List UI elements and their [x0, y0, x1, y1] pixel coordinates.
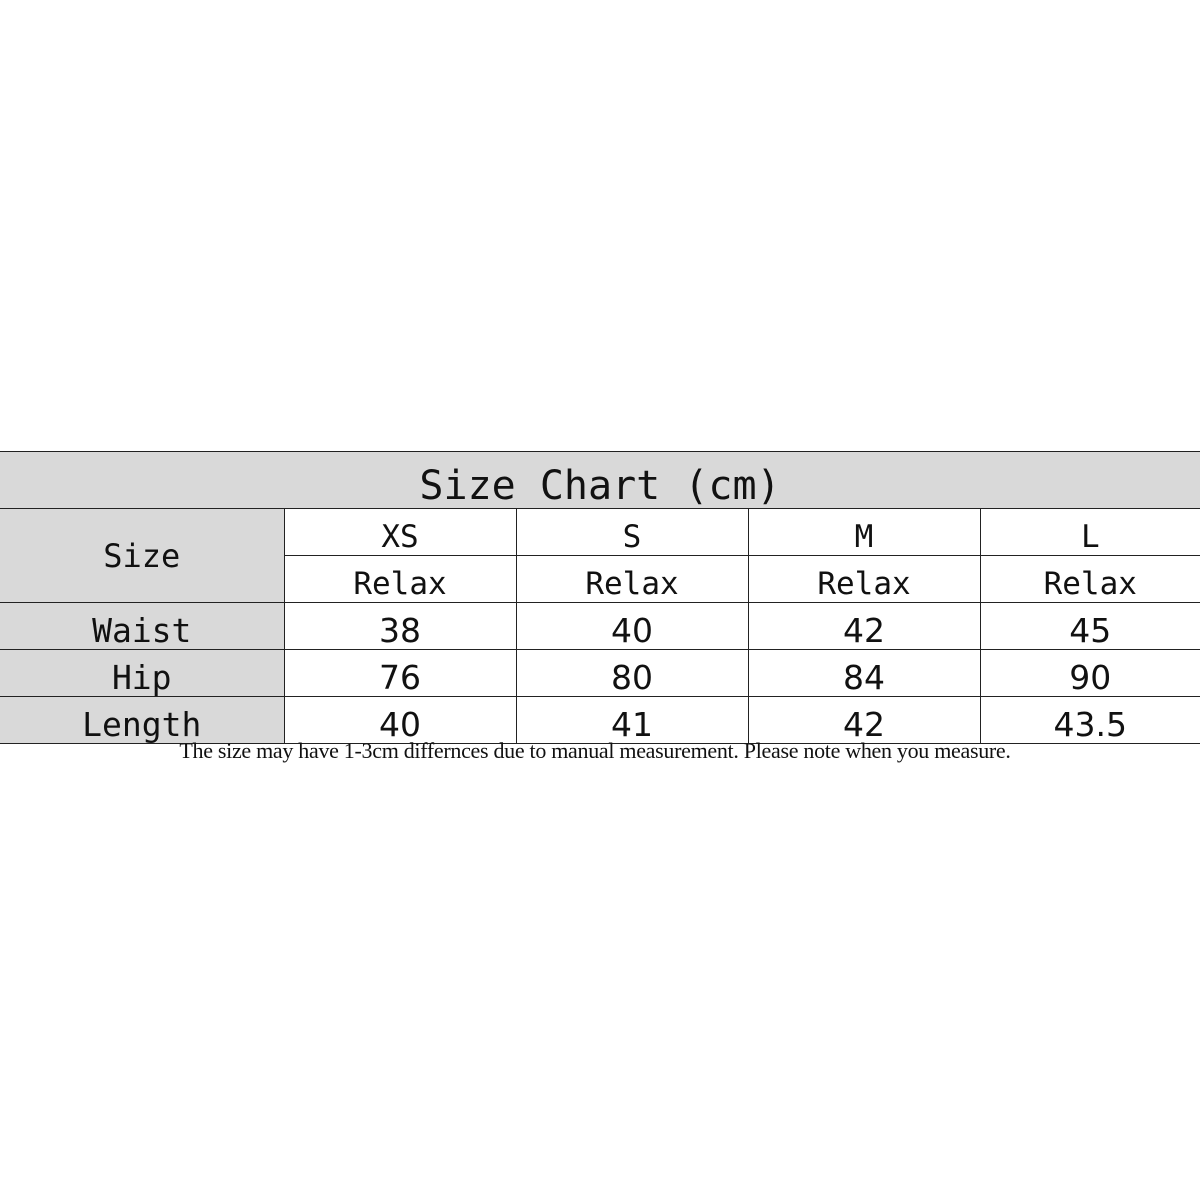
cell: 38: [283, 602, 517, 650]
row-label: Length: [0, 696, 285, 744]
size-header: Size: [0, 508, 285, 603]
size-xs: XS: [283, 508, 517, 556]
fit-l: Relax: [979, 555, 1200, 603]
cell: 84: [747, 649, 981, 697]
fit-s: Relax: [515, 555, 749, 603]
row-label: Hip: [0, 649, 285, 697]
cell: 80: [515, 649, 749, 697]
cell: 42: [747, 696, 981, 744]
table-row-hip: Hip 76 80 84 90: [0, 649, 1200, 697]
size-l: L: [979, 508, 1200, 556]
cell: 76: [283, 649, 517, 697]
table-row-length: Length 40 41 42 43.5: [0, 696, 1200, 744]
cell: 42: [747, 602, 981, 650]
size-chart-table: Size Chart (cm) Size XS S M L Relax Rela…: [0, 451, 1200, 744]
size-m: M: [747, 508, 981, 556]
cell: 90: [979, 649, 1200, 697]
size-s: S: [515, 508, 749, 556]
cell: 41: [515, 696, 749, 744]
cell: 40: [283, 696, 517, 744]
fit-xs: Relax: [284, 555, 517, 603]
cell: 43.5: [979, 696, 1200, 744]
cell: 45: [979, 602, 1200, 650]
row-label: Waist: [0, 602, 285, 650]
table-row-waist: Waist 38 40 42 45: [0, 602, 1200, 650]
measurement-note: The size may have 1-3cm differnces due t…: [179, 738, 1011, 763]
fit-m: Relax: [747, 555, 981, 603]
cell: 40: [515, 602, 749, 650]
chart-title: Size Chart (cm): [0, 451, 1200, 509]
